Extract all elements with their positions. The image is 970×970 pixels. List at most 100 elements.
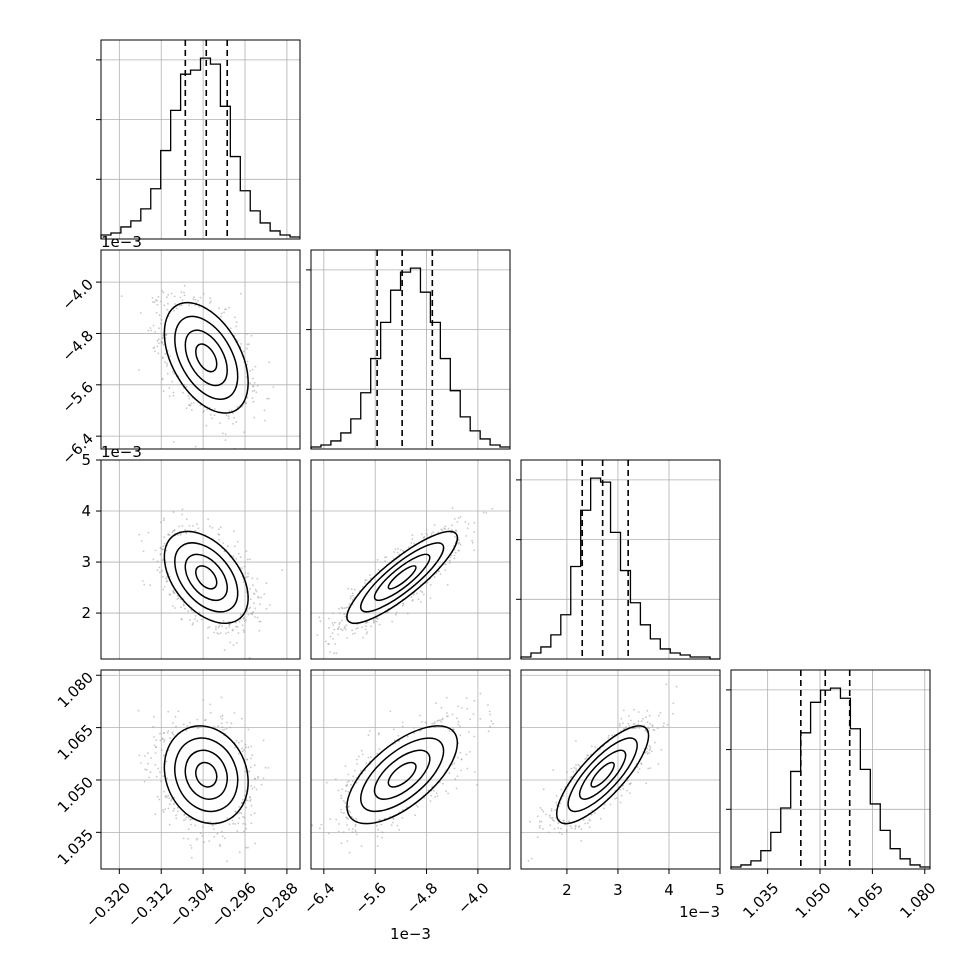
sample-point bbox=[244, 802, 247, 804]
sample-point bbox=[258, 620, 261, 623]
sample-point bbox=[246, 610, 249, 612]
sample-point bbox=[648, 752, 651, 754]
sample-point bbox=[421, 721, 423, 723]
sample-point bbox=[156, 560, 159, 563]
sample-point bbox=[245, 550, 248, 552]
sample-point bbox=[179, 606, 182, 609]
sample-point bbox=[154, 813, 157, 816]
sample-point bbox=[194, 299, 197, 301]
sample-point bbox=[245, 746, 247, 749]
sample-point bbox=[235, 325, 237, 328]
sample-point bbox=[460, 758, 463, 761]
sample-point bbox=[401, 816, 404, 819]
sample-point bbox=[376, 824, 378, 827]
sample-point bbox=[345, 816, 348, 819]
sample-point bbox=[622, 722, 624, 725]
sample-point bbox=[198, 611, 201, 614]
sample-point bbox=[447, 527, 450, 530]
sample-point bbox=[229, 327, 232, 330]
sample-point bbox=[161, 357, 164, 360]
sample-point bbox=[157, 352, 160, 355]
sample-point bbox=[189, 721, 192, 724]
histogram-2 bbox=[310, 267, 510, 449]
sample-point bbox=[188, 525, 191, 527]
sample-point bbox=[429, 597, 432, 600]
sample-point bbox=[257, 596, 259, 598]
sample-point bbox=[357, 755, 360, 758]
sample-point bbox=[352, 633, 354, 635]
sample-point bbox=[653, 729, 656, 731]
x-tick-label: −6.4 bbox=[300, 879, 338, 917]
sample-point bbox=[155, 739, 158, 742]
sample-point bbox=[245, 376, 248, 378]
panel-frame bbox=[100, 459, 301, 660]
sample-point bbox=[346, 824, 348, 826]
sample-point bbox=[646, 721, 649, 724]
sample-point bbox=[329, 651, 331, 653]
sample-point bbox=[170, 798, 173, 801]
sample-point bbox=[227, 415, 230, 418]
sample-point bbox=[447, 715, 449, 718]
x-tick-label: −4.0 bbox=[454, 879, 492, 917]
sample-point bbox=[250, 757, 252, 760]
sample-point bbox=[433, 576, 436, 578]
sample-point bbox=[465, 535, 468, 537]
sample-point bbox=[156, 303, 159, 306]
sample-point bbox=[626, 789, 628, 792]
hist-panel-2 bbox=[306, 249, 511, 450]
sample-point bbox=[258, 629, 261, 632]
sample-point bbox=[646, 752, 649, 755]
sample-point bbox=[235, 625, 238, 628]
sample-point bbox=[338, 612, 341, 615]
sample-point bbox=[245, 333, 248, 335]
sample-point bbox=[243, 565, 246, 568]
sample-point bbox=[558, 831, 561, 834]
sample-point bbox=[172, 722, 174, 724]
sample-point bbox=[351, 780, 354, 783]
y-tick-label: 1.050 bbox=[54, 773, 97, 816]
sample-point bbox=[649, 722, 651, 725]
sample-point bbox=[351, 629, 353, 632]
sample-point bbox=[171, 531, 174, 534]
sample-point bbox=[594, 812, 596, 815]
sample-point bbox=[163, 790, 166, 793]
sample-point bbox=[638, 727, 641, 729]
sample-point bbox=[190, 609, 193, 612]
sample-point bbox=[240, 717, 243, 720]
sample-point bbox=[240, 343, 243, 345]
sample-point bbox=[333, 652, 336, 655]
sample-point bbox=[437, 531, 440, 534]
sample-point bbox=[158, 566, 161, 569]
sample-point bbox=[465, 753, 468, 756]
sample-point bbox=[651, 724, 654, 726]
sample-point bbox=[253, 602, 255, 605]
sample-point bbox=[248, 558, 251, 561]
sample-point bbox=[467, 731, 470, 733]
sample-point bbox=[207, 636, 210, 639]
sample-point bbox=[161, 337, 164, 340]
sample-point bbox=[166, 777, 169, 780]
sample-point bbox=[441, 718, 444, 721]
y-tick-label: 4 bbox=[81, 502, 91, 520]
sample-point bbox=[253, 786, 256, 788]
sample-point bbox=[228, 626, 231, 628]
sample-point bbox=[342, 800, 345, 802]
sample-point bbox=[246, 360, 249, 363]
sample-point bbox=[160, 749, 163, 752]
sample-point bbox=[238, 817, 241, 819]
sample-point bbox=[389, 710, 392, 713]
sample-point bbox=[338, 626, 340, 628]
sample-point bbox=[228, 623, 231, 626]
sample-point bbox=[433, 524, 436, 526]
contour-level-2 bbox=[184, 553, 228, 602]
sample-point bbox=[154, 764, 157, 766]
sample-point bbox=[218, 528, 220, 531]
sample-point bbox=[167, 710, 170, 713]
sample-point bbox=[384, 560, 386, 562]
sample-point bbox=[225, 727, 228, 730]
sample-point bbox=[472, 713, 475, 715]
sample-point bbox=[147, 762, 149, 765]
sample-point bbox=[369, 574, 371, 576]
sample-point bbox=[251, 787, 254, 790]
